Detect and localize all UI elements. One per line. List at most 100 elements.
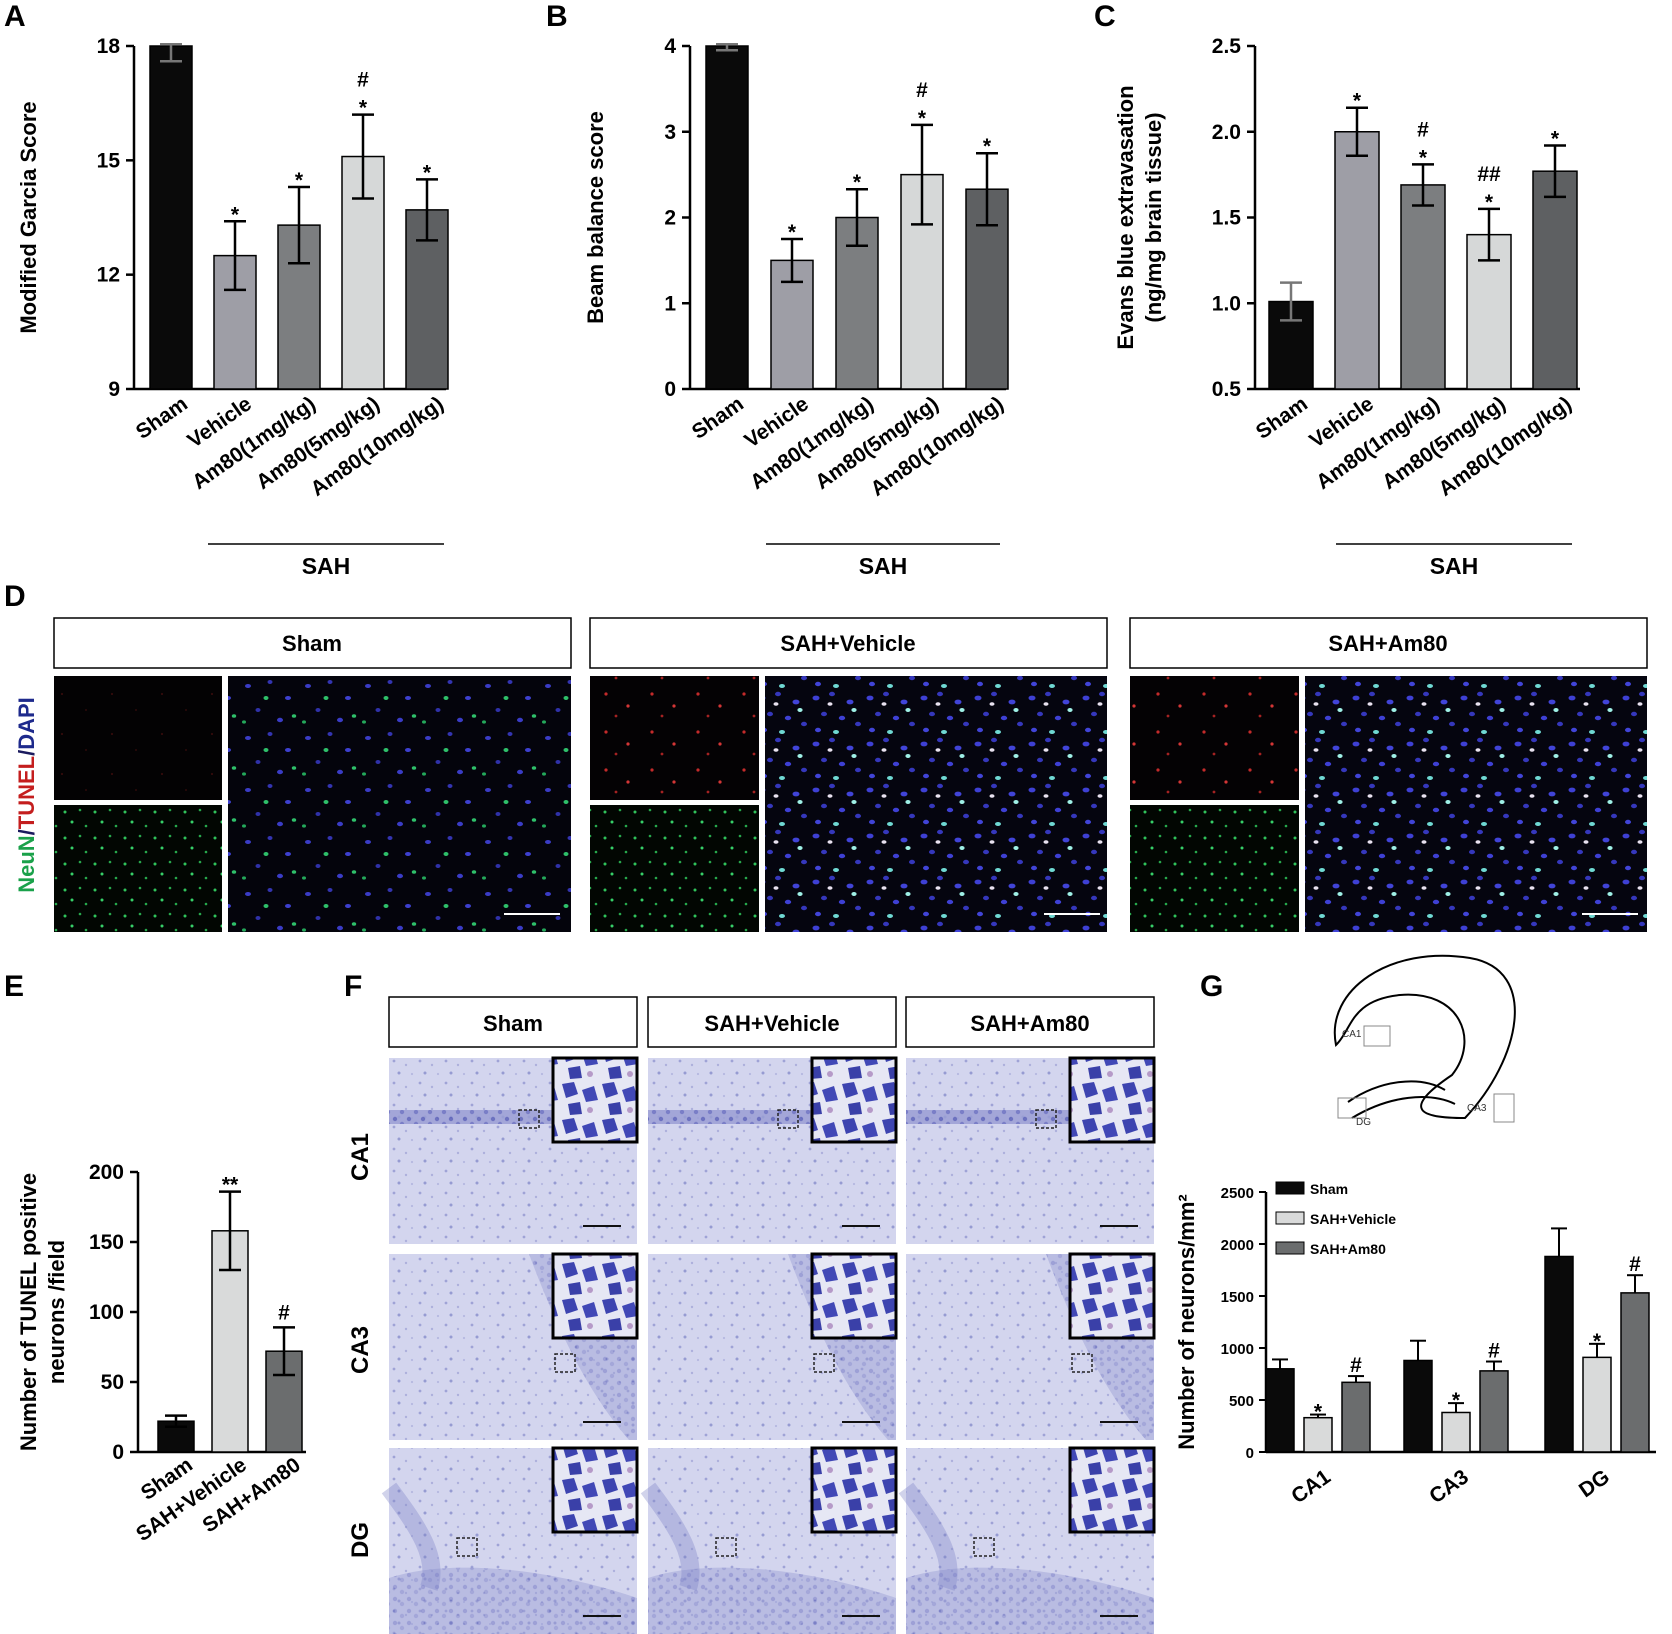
y-tick-label: 2000 <box>1221 1237 1254 1254</box>
y-tick-label: 2.5 <box>1212 35 1242 58</box>
significance-mark: * <box>1551 127 1560 150</box>
bar <box>1532 170 1578 390</box>
significance-mark: * <box>1485 191 1494 214</box>
significance-mark: # <box>1350 1354 1362 1377</box>
category-label: CA1 <box>1287 1465 1335 1508</box>
neun-channel-vehicle <box>590 805 759 932</box>
zoom-inset <box>551 1252 639 1340</box>
zoom-inset <box>810 1446 898 1534</box>
y-axis-label: Modified Garcia Score <box>16 101 41 333</box>
cell-layer <box>648 1110 812 1124</box>
significance-mark: * <box>1314 1401 1323 1424</box>
panel-label-b: B <box>546 0 568 33</box>
zoom-region-marker <box>1071 1353 1093 1373</box>
chart-c: 0.51.01.52.02.5Sham*Vehicle*#Am80(1mg/kg… <box>1113 35 1580 579</box>
legend-swatch <box>1275 1241 1305 1255</box>
zoom-inset <box>1068 1446 1156 1534</box>
bar <box>1544 1255 1574 1453</box>
hippocampus-schematic: CA1 CA3 DG <box>1333 954 1516 1128</box>
significance-mark: * <box>1593 1330 1602 1353</box>
legend-label: Sham <box>1310 1181 1348 1197</box>
significance-mark: # <box>1488 1340 1500 1363</box>
y-tick-label: 500 <box>1229 1393 1254 1410</box>
header-sham: Sham <box>282 631 342 656</box>
bar <box>1403 1359 1433 1453</box>
merge-vehicle <box>765 676 1107 932</box>
significance-mark: * <box>231 203 240 226</box>
significance-mark: * <box>853 171 862 194</box>
panel-label-f: F <box>344 970 362 1003</box>
y-axis-label-line2: neurons /field <box>44 1240 69 1384</box>
header-am80: SAH+Am80 <box>1328 631 1447 656</box>
significance-mark: * <box>1353 90 1362 113</box>
significance-mark: ## <box>1477 163 1501 186</box>
y-tick-label: 200 <box>89 1161 124 1184</box>
y-tick-label: 1000 <box>1221 1341 1254 1358</box>
legend-swatch <box>1275 1181 1305 1195</box>
y-tick-label: 2 <box>664 207 676 230</box>
y-axis-label: Evans blue extravasation <box>1113 85 1138 349</box>
header-box-am80 <box>1129 617 1648 669</box>
y-tick-label: 18 <box>97 35 121 58</box>
chart-g: 0 500 1000 1500 2000 2500 * # CA1 * # CA3 * # DG Sham SA… <box>1174 1181 1656 1508</box>
panel-f: Sham SAH+Vehicle SAH+Am80 CA1 CA3 DG <box>347 996 1156 1634</box>
y-axis-label: Beam balance score <box>583 111 608 324</box>
zoom-region-marker <box>973 1537 995 1557</box>
bar <box>1341 1381 1371 1453</box>
significance-mark: * <box>295 169 304 192</box>
y-tick-label: 0 <box>664 378 676 401</box>
category-label: Sham <box>132 392 192 444</box>
tunel-channel-am80 <box>1130 676 1299 800</box>
y-tick-label: 0 <box>112 1441 124 1464</box>
group-label: SAH <box>302 553 351 579</box>
cell-layer <box>906 1567 1154 1634</box>
panel-label-e: E <box>4 970 24 1003</box>
cell-layer <box>389 1110 553 1124</box>
header-box-sham <box>53 617 572 669</box>
y-tick-label: 12 <box>97 264 120 287</box>
y-tick-label: 4 <box>664 35 676 58</box>
panel-d-ylabel: NeuN/TUNEL/DAPI <box>14 697 39 893</box>
cell-layer <box>648 1567 896 1634</box>
bar <box>1441 1411 1471 1453</box>
header-box-sham <box>388 996 638 1048</box>
schematic-label-ca1: CA1 <box>1342 1029 1362 1040</box>
zoom-region-marker <box>1035 1109 1057 1129</box>
zoom-region-marker <box>813 1353 835 1373</box>
zoom-region-marker <box>456 1537 478 1557</box>
bar <box>705 45 749 390</box>
y-tick-label: 150 <box>89 1231 124 1254</box>
group-label: SAH <box>1430 553 1479 579</box>
zoom-inset <box>551 1446 639 1534</box>
legend-swatch <box>1275 1211 1305 1225</box>
significance-mark: # <box>278 1301 290 1324</box>
significance-mark: * <box>359 97 368 120</box>
y-tick-label: 1.0 <box>1212 292 1241 315</box>
zoom-inset <box>810 1056 898 1144</box>
cell-layer <box>898 1482 958 1591</box>
category-label: DG <box>1575 1465 1614 1502</box>
schematic-label-dg: DG <box>1356 1117 1371 1128</box>
cell-layer <box>906 1110 1070 1124</box>
legend-label: SAH+Am80 <box>1310 1241 1386 1257</box>
row-label-ca1: CA1 <box>347 1133 374 1181</box>
bar <box>1620 1292 1650 1453</box>
y-tick-label: 1.5 <box>1212 207 1242 230</box>
bar <box>1400 184 1446 390</box>
y-tick-label: 1 <box>664 292 676 315</box>
tunel-channel-sham <box>54 676 222 800</box>
y-tick-label: 0 <box>1246 1445 1254 1462</box>
y-axis-label: Number of neurons/mm² <box>1174 1194 1199 1449</box>
neun-channel-sham <box>54 805 222 932</box>
chart-e: 050100150200Sham**SAH+Vehicle#SAH+Am80Nu… <box>16 1161 306 1546</box>
zoom-inset <box>1068 1056 1156 1144</box>
zoom-region-marker <box>715 1537 737 1557</box>
header-box-vehicle <box>589 617 1108 669</box>
merge-am80 <box>1305 676 1647 932</box>
y-tick-label: 1500 <box>1221 1289 1254 1306</box>
bar <box>1479 1370 1509 1453</box>
row-label-dg: DG <box>347 1522 374 1558</box>
cell-layer <box>640 1482 700 1591</box>
zoom-inset <box>551 1056 639 1144</box>
